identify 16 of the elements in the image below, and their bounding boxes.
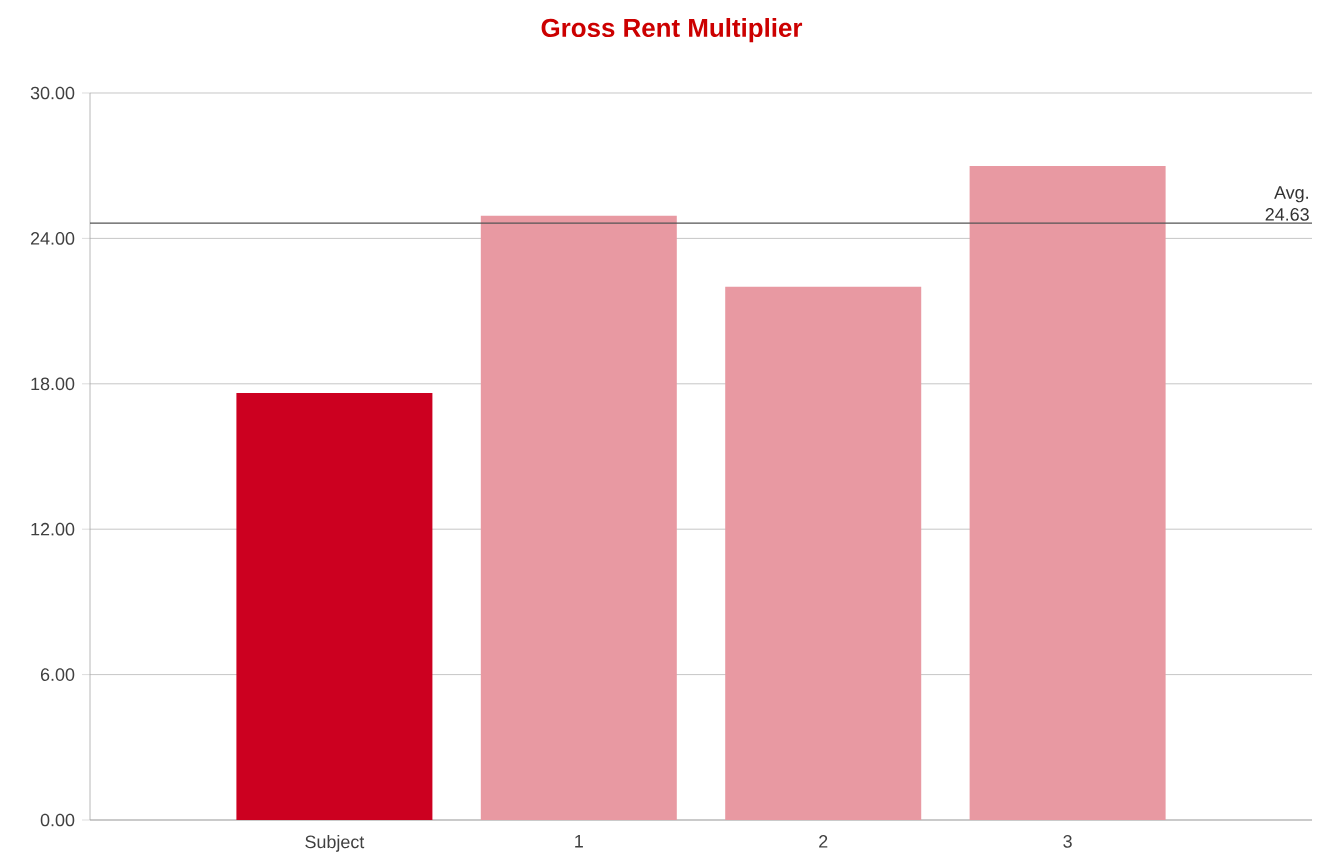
y-tick-label: 18.00 bbox=[31, 377, 75, 391]
chart-title: Gross Rent Multiplier bbox=[541, 18, 803, 43]
x-tick-label: Subject bbox=[305, 835, 365, 852]
bar bbox=[236, 393, 433, 820]
bar bbox=[480, 215, 677, 820]
y-tick-label: 30.00 bbox=[30, 86, 75, 100]
x-tick-label: 1 bbox=[575, 835, 583, 848]
ref-line-label: Avg. 24.63 bbox=[1265, 186, 1309, 221]
bar bbox=[725, 286, 922, 820]
y-tick-label: 12.00 bbox=[31, 522, 75, 536]
x-tick-label: 2 bbox=[819, 835, 828, 848]
bar bbox=[969, 165, 1166, 820]
y-tick-label: 6.00 bbox=[40, 668, 75, 681]
y-tick-label: 24.00 bbox=[30, 232, 75, 245]
x-tick-label: 3 bbox=[1063, 835, 1072, 848]
y-tick-label: 0.00 bbox=[40, 813, 75, 827]
